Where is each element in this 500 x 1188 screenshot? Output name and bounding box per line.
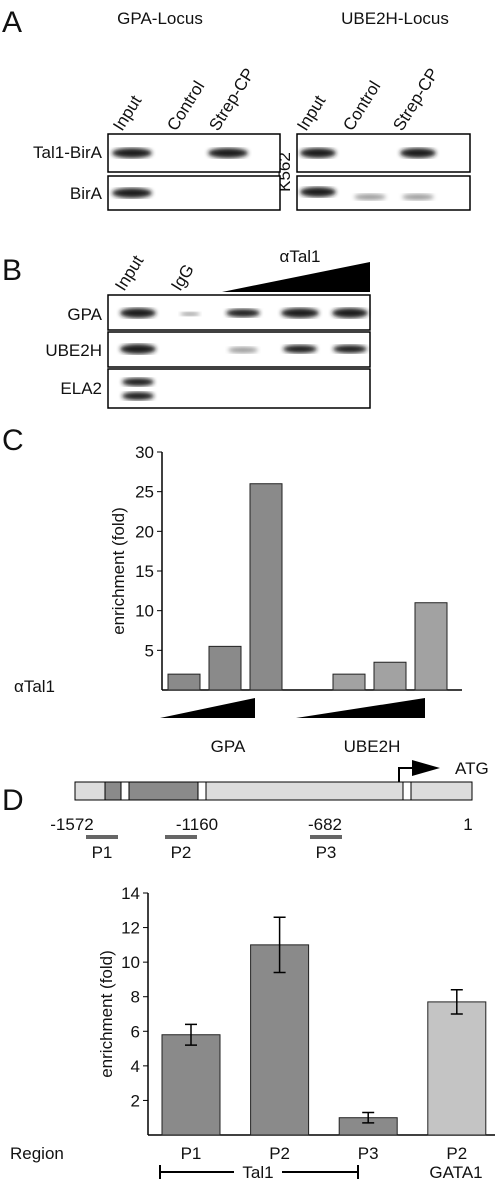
x-axis-label: Region [10, 1144, 64, 1163]
y-axis-label: enrichment (fold) [97, 950, 116, 1078]
band [228, 347, 258, 353]
bracket-bg [234, 1163, 282, 1181]
y-tick-label: 14 [121, 884, 140, 903]
error-bar [450, 989, 463, 1015]
panel-label: C [2, 424, 24, 457]
gradient [222, 262, 370, 292]
x-tick-label: P1 [181, 1144, 202, 1163]
band [226, 309, 260, 317]
position: 1 [463, 815, 472, 834]
region [104, 781, 201, 801]
gradient-label: αTal1 [279, 247, 320, 266]
primer-label: P3 [316, 843, 337, 862]
band [333, 345, 367, 353]
gel [107, 368, 371, 409]
site [197, 781, 207, 801]
lane-label: Strep-CP [389, 65, 442, 134]
lane-label: Control [163, 78, 208, 135]
y-tick-label: 2 [131, 1091, 140, 1110]
row-label: GPA [67, 305, 102, 324]
error-bar [362, 1111, 375, 1124]
band [120, 344, 156, 354]
lane-label: Input [293, 92, 329, 134]
locus-label: GPA-Locus [117, 9, 203, 28]
bar [332, 673, 366, 691]
bar [208, 645, 242, 691]
tss-arrow [398, 767, 414, 782]
band [402, 194, 434, 200]
lane-label: Input [109, 92, 145, 134]
bar [161, 1034, 221, 1136]
y-axis-label: enrichment (fold) [109, 507, 128, 635]
group-label: Tal1 [242, 1163, 273, 1182]
band [300, 148, 336, 158]
gradient [296, 698, 425, 718]
bar [249, 483, 283, 691]
position: -682 [308, 815, 342, 834]
error-bar [273, 916, 286, 974]
x-axis-label: αTal1 [14, 677, 55, 696]
gel [296, 133, 471, 173]
y-tick-label: 30 [135, 443, 154, 462]
y-tick-label: 25 [135, 483, 154, 502]
lane-label: Control [339, 78, 384, 135]
site [120, 781, 130, 801]
group-label: GATA1 [429, 1163, 482, 1182]
band [283, 345, 317, 353]
gradient [160, 698, 255, 718]
band [122, 378, 154, 386]
group-label: GPA [211, 737, 246, 756]
band [400, 148, 436, 158]
primer-label: P1 [92, 843, 113, 862]
row-label: ELA2 [60, 379, 102, 398]
locus-label: UBE2H-Locus [341, 9, 449, 28]
tss-arrow [412, 760, 440, 776]
row-label: BirA [70, 184, 103, 203]
x-tick-label: P2 [446, 1144, 467, 1163]
x-tick-label: P2 [269, 1144, 290, 1163]
lane-label: Input [111, 252, 147, 294]
bar [167, 673, 201, 691]
panel-label: D [2, 784, 24, 817]
y-tick-label: 6 [131, 1022, 140, 1041]
primer-label: P2 [171, 843, 192, 862]
band [180, 312, 200, 316]
start-codon: ATG [455, 759, 489, 778]
position: -1160 [176, 815, 218, 834]
y-tick-label: 12 [121, 919, 140, 938]
row-label: UBE2H [45, 341, 102, 360]
band [281, 308, 319, 318]
lane-label: IgG [167, 261, 198, 294]
band [332, 308, 368, 318]
site [402, 781, 412, 801]
y-tick-label: 8 [131, 988, 140, 1007]
row-label: Tal1-BirA [33, 143, 103, 162]
group-label: UBE2H [344, 737, 401, 756]
y-tick-label: 10 [135, 602, 154, 621]
position: -1572 [50, 815, 93, 834]
y-tick-label: 5 [145, 641, 154, 660]
band [122, 392, 154, 400]
y-tick-label: 10 [121, 953, 140, 972]
band [300, 187, 336, 197]
panel-label: B [2, 254, 22, 287]
x-tick-label: P3 [358, 1144, 379, 1163]
band [120, 308, 156, 318]
band [112, 188, 152, 198]
bar [427, 1001, 487, 1136]
panel-label: A [2, 6, 22, 39]
y-tick-label: 15 [135, 562, 154, 581]
bar [250, 944, 310, 1136]
band [208, 148, 248, 158]
band [354, 194, 386, 200]
bar [414, 602, 448, 691]
bar [373, 661, 407, 691]
y-tick-label: 20 [135, 522, 154, 541]
y-tick-label: 4 [131, 1057, 140, 1076]
error-bar [185, 1023, 197, 1046]
band [112, 148, 152, 158]
lane-label: Strep-CP [205, 65, 258, 134]
